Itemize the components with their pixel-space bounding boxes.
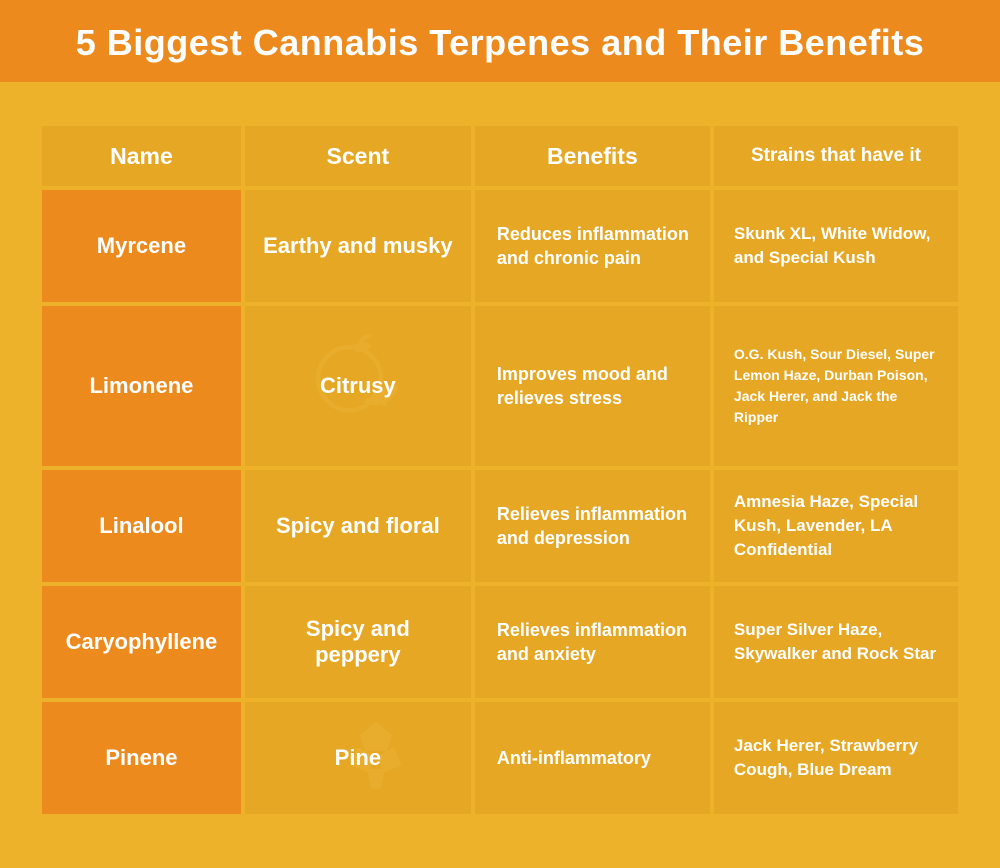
col-header-name: Name: [42, 126, 241, 186]
table-row: Limonene Citrusy Improves mood and reliev…: [42, 306, 958, 466]
scent-label: Earthy and musky: [263, 233, 453, 258]
scent-cell: Earthy and musky: [245, 190, 471, 302]
strains-cell: Skunk XL, White Widow, and Special Kush: [714, 190, 958, 302]
benefits-cell: Reduces inflammation and chronic pain: [475, 190, 710, 302]
col-header-strains: Strains that have it: [714, 126, 958, 186]
strains-cell: Jack Herer, Strawberry Cough, Blue Dream: [714, 702, 958, 814]
table-area: Name Scent Benefits Strains that have it…: [0, 82, 1000, 868]
benefits-cell: Relieves inflammation and anxiety: [475, 586, 710, 698]
scent-label: Pine: [335, 745, 381, 770]
infographic-page: 5 Biggest Cannabis Terpenes and Their Be…: [0, 0, 1000, 827]
scent-cell: Spicy and peppery: [245, 586, 471, 698]
benefits-cell: Relieves inflammation and depression: [475, 470, 710, 582]
name-cell: Caryophyllene: [42, 586, 241, 698]
benefits-cell: Improves mood and relieves stress: [475, 306, 710, 466]
name-cell: Limonene: [42, 306, 241, 466]
col-header-scent: Scent: [245, 126, 471, 186]
benefits-cell: Anti-inflammatory: [475, 702, 710, 814]
name-cell: Myrcene: [42, 190, 241, 302]
strains-cell: Super Silver Haze, Skywalker and Rock St…: [714, 586, 958, 698]
table-header-row: Name Scent Benefits Strains that have it: [42, 126, 958, 186]
scent-cell: Citrusy: [245, 306, 471, 466]
page-title: 5 Biggest Cannabis Terpenes and Their Be…: [0, 0, 1000, 82]
table-row: Linalool Spicy and floral Relieves inflamm…: [42, 470, 958, 582]
table-row: Pinene Pine Anti-inflammatoryJack Herer, …: [42, 702, 958, 814]
name-cell: Linalool: [42, 470, 241, 582]
terpenes-table: Name Scent Benefits Strains that have it…: [38, 122, 962, 818]
scent-cell: Spicy and floral: [245, 470, 471, 582]
scent-label: Spicy and peppery: [306, 616, 410, 667]
name-cell: Pinene: [42, 702, 241, 814]
scent-cell: Pine: [245, 702, 471, 814]
strains-cell: Amnesia Haze, Special Kush, Lavender, LA…: [714, 470, 958, 582]
col-header-benefits: Benefits: [475, 126, 710, 186]
scent-label: Citrusy: [320, 373, 396, 398]
table-row: Caryophyllene Spicy and peppery Relieves i…: [42, 586, 958, 698]
strains-cell: O.G. Kush, Sour Diesel, Super Lemon Haze…: [714, 306, 958, 466]
scent-label: Spicy and floral: [276, 513, 440, 538]
table-row: Myrcene Earthy and musky Reduces inflammat…: [42, 190, 958, 302]
